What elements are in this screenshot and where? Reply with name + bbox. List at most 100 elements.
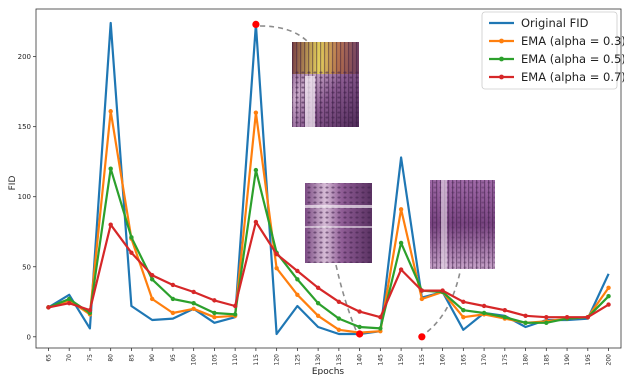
series-point-3 bbox=[212, 298, 217, 303]
series-point-1 bbox=[149, 296, 155, 302]
series-3 bbox=[46, 219, 611, 320]
series-point-2 bbox=[212, 310, 217, 316]
y-axis-label: FID bbox=[8, 176, 18, 191]
x-tick-label: 115 bbox=[253, 354, 260, 366]
histology-image-middle bbox=[305, 183, 372, 263]
series-point-1 bbox=[336, 327, 342, 332]
series-point-1 bbox=[606, 285, 611, 290]
series-point-3 bbox=[149, 272, 155, 278]
legend-marker-ema-05 bbox=[499, 56, 504, 62]
legend-marker-ema-03 bbox=[499, 38, 504, 44]
x-axis-label: Epochs bbox=[312, 367, 345, 375]
series-point-3 bbox=[523, 313, 528, 318]
x-tick-label: 95 bbox=[170, 354, 177, 362]
connector-arc-right bbox=[419, 271, 461, 338]
x-axis-ticks: 65 70 75 80 85 90 95 100 105 110 115 120 125 130 135 14… bbox=[45, 348, 613, 366]
x-tick-label: 125 bbox=[294, 354, 301, 366]
series-point-3 bbox=[606, 302, 611, 307]
series-point-2 bbox=[357, 324, 362, 330]
legend-entry-original: Original FID bbox=[489, 16, 589, 30]
series-point-3 bbox=[46, 305, 51, 310]
series-point-1 bbox=[191, 306, 196, 311]
series-line-2 bbox=[47, 167, 610, 330]
series-point-1 bbox=[274, 265, 279, 271]
series-point-1 bbox=[295, 292, 300, 297]
histology-image-right bbox=[430, 180, 495, 269]
x-tick-label: 70 bbox=[66, 354, 73, 362]
y-tick-label: 50 bbox=[22, 263, 31, 271]
x-tick-label: 130 bbox=[315, 354, 322, 366]
series-point-3 bbox=[108, 222, 113, 227]
series-point-3 bbox=[461, 299, 466, 304]
x-tick-label: 180 bbox=[523, 354, 530, 366]
series-point-1 bbox=[108, 109, 113, 114]
highlight-point bbox=[418, 333, 426, 341]
y-tick-label: 0 bbox=[27, 333, 31, 341]
x-tick-label: 190 bbox=[564, 354, 571, 366]
series-point-1 bbox=[315, 313, 321, 318]
series-layer bbox=[46, 21, 611, 336]
highlight-point bbox=[356, 330, 364, 338]
series-point-3 bbox=[564, 314, 570, 320]
x-tick-label: 85 bbox=[128, 354, 135, 362]
series-point-3 bbox=[170, 282, 176, 288]
series-point-3 bbox=[502, 307, 508, 313]
series-point-2 bbox=[66, 296, 72, 302]
series-point-1 bbox=[398, 207, 404, 212]
x-tick-label: 170 bbox=[481, 354, 488, 366]
series-point-3 bbox=[398, 267, 404, 272]
series-point-2 bbox=[378, 326, 383, 331]
series-point-2 bbox=[295, 277, 300, 282]
x-tick-label: 65 bbox=[45, 354, 52, 362]
x-tick-label: 120 bbox=[274, 354, 281, 366]
legend-entry-ema-05: EMA (alpha = 0.5) bbox=[489, 52, 624, 66]
series-point-3 bbox=[191, 289, 196, 295]
x-tick-label: 80 bbox=[108, 354, 115, 362]
series-point-2 bbox=[170, 296, 176, 302]
series-point-2 bbox=[544, 320, 549, 325]
series-point-2 bbox=[191, 300, 196, 306]
x-tick-label: 165 bbox=[460, 354, 467, 366]
x-tick-label: 75 bbox=[87, 354, 94, 362]
series-point-3 bbox=[274, 251, 279, 257]
series-point-3 bbox=[481, 303, 487, 309]
connector-arc-top bbox=[259, 25, 309, 43]
legend-label-ema-03: EMA (alpha = 0.3) bbox=[521, 34, 624, 48]
series-point-2 bbox=[315, 300, 321, 306]
series-point-3 bbox=[544, 314, 549, 320]
series-point-1 bbox=[212, 314, 217, 320]
x-tick-label: 175 bbox=[502, 354, 509, 366]
series-point-2 bbox=[253, 167, 259, 173]
x-tick-label: 160 bbox=[440, 354, 447, 366]
legend-entry-ema-07: EMA (alpha = 0.7) bbox=[489, 70, 624, 84]
y-axis-ticks: 0 50 100 150 200 bbox=[18, 53, 36, 341]
series-point-3 bbox=[232, 303, 238, 309]
series-point-3 bbox=[336, 299, 342, 304]
series-point-3 bbox=[357, 309, 362, 314]
x-tick-label: 195 bbox=[585, 354, 592, 366]
series-point-3 bbox=[253, 219, 259, 225]
series-point-2 bbox=[336, 316, 342, 321]
series-point-3 bbox=[440, 288, 445, 293]
legend-box bbox=[481, 11, 618, 90]
series-point-2 bbox=[523, 320, 528, 325]
highlight-points bbox=[252, 20, 426, 341]
legend-label-ema-05: EMA (alpha = 0.5) bbox=[521, 52, 624, 66]
y-tick-label: 150 bbox=[18, 123, 31, 131]
series-point-3 bbox=[66, 300, 72, 306]
series-point-3 bbox=[295, 268, 300, 274]
series-point-2 bbox=[502, 314, 508, 320]
series-line-3 bbox=[48, 220, 610, 319]
x-tick-label: 185 bbox=[543, 354, 550, 366]
legend-label-original: Original FID bbox=[521, 16, 589, 30]
highlight-point bbox=[252, 20, 260, 29]
series-point-3 bbox=[87, 307, 93, 313]
y-tick-label: 100 bbox=[18, 193, 31, 201]
x-tick-label: 150 bbox=[398, 354, 405, 366]
x-tick-label: 135 bbox=[336, 354, 343, 366]
x-tick-label: 100 bbox=[191, 354, 198, 366]
series-point-3 bbox=[419, 288, 425, 293]
x-tick-label: 105 bbox=[211, 354, 218, 366]
x-tick-label: 110 bbox=[232, 354, 239, 366]
legend-marker-ema-07 bbox=[499, 74, 504, 80]
